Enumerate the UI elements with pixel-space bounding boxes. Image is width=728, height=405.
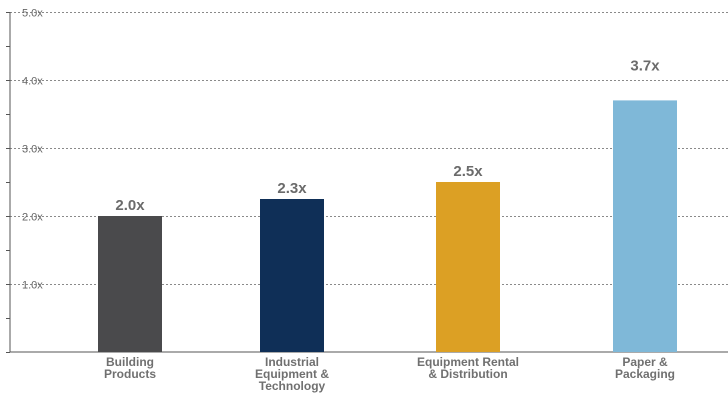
data-label: 2.5x	[453, 163, 483, 180]
category-label-line: Paper &	[622, 355, 668, 369]
y-tick-label: 4.0x	[22, 76, 43, 88]
bar	[436, 182, 500, 352]
category-label-line: Equipment Rental	[417, 355, 519, 369]
category-label-line: Building	[106, 355, 154, 369]
y-tick-label: 3.0x	[22, 144, 43, 156]
category-label: Equipment Rental & Distribution	[417, 355, 519, 381]
data-label: 2.3x	[277, 180, 307, 197]
y-tick-label: 2.0x	[22, 212, 43, 224]
y-tick-label: 5.0x	[22, 8, 43, 20]
data-labels: 2.0x 2.3x 2.5x 3.7x	[115, 57, 660, 214]
category-label-line: Packaging	[615, 367, 675, 381]
data-label: 2.0x	[115, 197, 145, 214]
category-label: Industrial Equipment & Technology	[255, 355, 329, 393]
category-label-line: Industrial	[265, 355, 319, 369]
data-label: 3.7x	[630, 57, 660, 74]
category-label-line: & Distribution	[428, 367, 507, 381]
y-tick-label: 1.0x	[22, 280, 43, 292]
category-label: Building Products	[104, 355, 156, 381]
category-label: Paper & Packaging	[615, 355, 675, 381]
category-label-line: Technology	[259, 379, 326, 393]
bar	[260, 199, 324, 352]
bars	[98, 100, 677, 353]
bar	[98, 216, 162, 352]
category-labels: Building Products Industrial Equipment & Tec…	[104, 355, 675, 393]
bar	[613, 100, 677, 353]
category-label-line: Equipment &	[255, 367, 329, 381]
category-label-line: Products	[104, 367, 156, 381]
